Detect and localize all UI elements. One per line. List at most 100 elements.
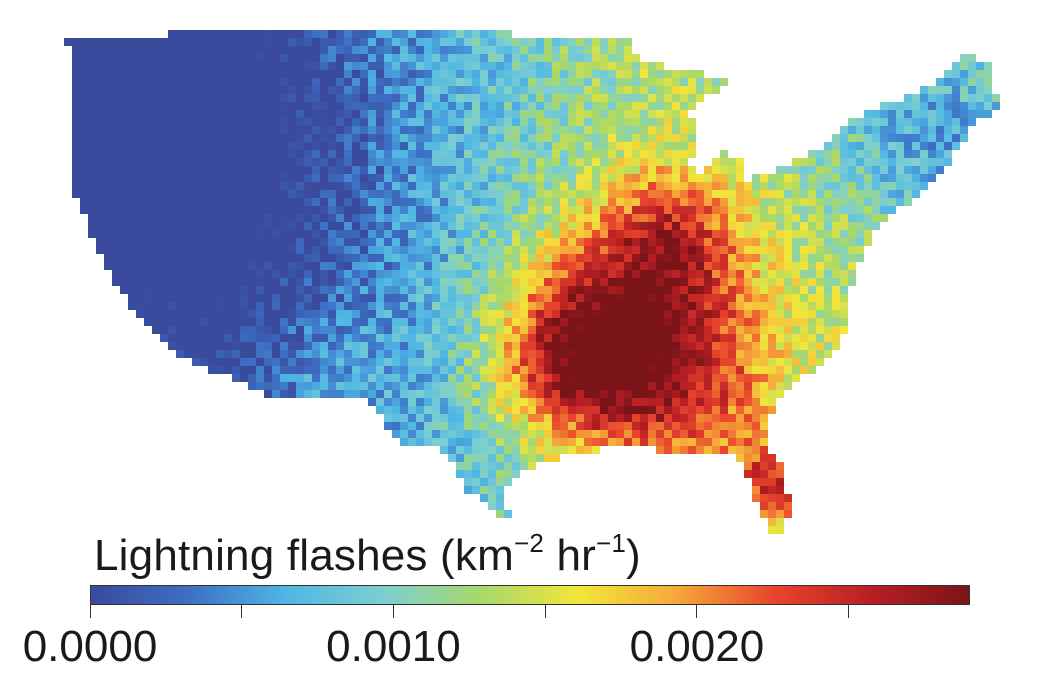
map-cell [680,342,688,350]
map-cell [616,326,624,334]
map-cell [304,70,312,78]
map-cell [256,302,264,310]
map-cell [872,118,880,126]
map-cell [368,86,376,94]
map-cell [504,318,512,326]
map-cell [320,358,328,366]
map-cell [136,246,144,254]
map-cell [480,38,488,46]
map-cell [448,326,456,334]
map-cell [856,190,864,198]
map-cell [552,142,560,150]
map-cell [304,366,312,374]
map-cell [688,422,696,430]
map-cell [312,38,320,46]
map-cell [616,206,624,214]
map-cell [624,382,632,390]
map-cell [136,278,144,286]
map-cell [544,406,552,414]
map-cell [808,294,816,302]
map-cell [464,350,472,358]
map-cell [160,246,168,254]
map-cell [784,262,792,270]
map-cell [472,134,480,142]
map-cell [472,390,480,398]
map-cell [672,302,680,310]
map-cell [320,278,328,286]
map-cell [168,310,176,318]
map-cell [328,142,336,150]
map-cell [376,166,384,174]
map-cell [464,134,472,142]
map-cell [640,414,648,422]
map-cell [576,446,584,454]
map-cell [584,78,592,86]
map-cell [160,134,168,142]
map-cell [728,166,736,174]
map-cell [448,374,456,382]
map-cell [248,118,256,126]
map-cell [624,350,632,358]
map-cell [736,406,744,414]
map-cell [656,390,664,398]
map-cell [592,262,600,270]
map-cell [784,182,792,190]
map-cell [768,518,776,526]
map-cell [672,350,680,358]
map-cell [656,118,664,126]
map-cell [312,326,320,334]
map-cell [672,214,680,222]
map-cell [712,238,720,246]
map-cell [256,254,264,262]
map-cell [256,134,264,142]
map-cell [864,150,872,158]
map-cell [752,358,760,366]
map-cell [536,334,544,342]
map-cell [448,238,456,246]
map-cell [768,526,776,534]
map-cell [632,278,640,286]
map-cell [840,326,848,334]
map-cell [528,230,536,238]
map-cell [344,166,352,174]
map-cell [208,286,216,294]
map-cell [864,198,872,206]
map-cell [240,46,248,54]
map-cell [712,302,720,310]
map-cell [664,358,672,366]
map-cell [456,78,464,86]
map-cell [448,150,456,158]
map-cell [440,182,448,190]
map-cell [272,126,280,134]
map-cell [432,222,440,230]
map-cell [512,174,520,182]
map-cell [528,366,536,374]
map-cell [216,310,224,318]
map-cell [272,174,280,182]
map-cell [568,430,576,438]
map-cell [736,422,744,430]
map-cell [712,390,720,398]
map-cell [240,62,248,70]
map-cell [480,110,488,118]
map-cell [896,198,904,206]
map-cell [800,254,808,262]
map-cell [88,174,96,182]
map-cell [304,294,312,302]
map-cell [272,382,280,390]
map-cell [784,174,792,182]
map-cell [264,158,272,166]
map-cell [392,70,400,78]
map-cell [264,150,272,158]
map-cell [544,262,552,270]
map-cell [672,158,680,166]
map-cell [480,78,488,86]
map-cell [272,38,280,46]
map-cell [576,134,584,142]
map-cell [776,206,784,214]
map-cell [592,94,600,102]
map-cell [272,366,280,374]
map-cell [456,62,464,70]
map-cell [784,286,792,294]
map-cell [448,286,456,294]
